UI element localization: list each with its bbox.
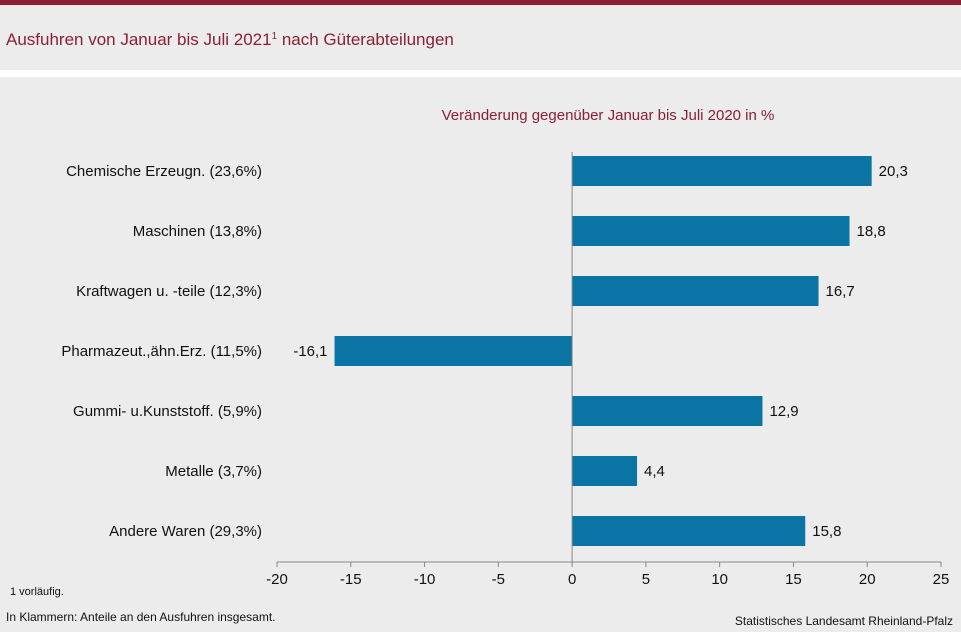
x-tick-label: -10	[414, 571, 436, 588]
header-divider	[0, 70, 961, 77]
value-label: 15,8	[812, 523, 841, 540]
bar	[572, 216, 850, 246]
x-tick-label: 25	[933, 571, 950, 588]
category-label: Kraftwagen u. -teile (12,3%)	[76, 283, 262, 300]
bar	[572, 396, 763, 426]
bar	[572, 156, 872, 186]
x-tick-label: 0	[568, 571, 576, 588]
x-tick-label: 20	[859, 571, 876, 588]
value-label: 18,8	[857, 223, 886, 240]
footnote: 1 vorläufig.	[10, 586, 64, 598]
source-credit: Statistisches Landesamt Rheinland-Pfalz	[734, 614, 953, 628]
x-tick-label: -5	[492, 571, 505, 588]
category-label: Andere Waren (29,3%)	[109, 523, 262, 540]
x-tick-label: -15	[340, 571, 362, 588]
bar	[572, 456, 638, 486]
category-label: Gummi- u.Kunststoff. (5,9%)	[73, 403, 262, 420]
value-label: 16,7	[826, 283, 855, 300]
x-tick-label: -20	[266, 571, 288, 588]
note: In Klammern: Anteile an den Ausfuhren in…	[6, 610, 276, 624]
top-accent-bar	[0, 0, 961, 5]
x-tick-label: 10	[711, 571, 728, 588]
category-label: Pharmazeut.,ähn.Erz. (11,5%)	[61, 343, 262, 360]
value-label: 12,9	[769, 403, 798, 420]
x-tick-label: 15	[785, 571, 802, 588]
bar	[334, 336, 573, 366]
bar	[572, 516, 806, 546]
category-label: Chemische Erzeugn. (23,6%)	[66, 163, 262, 180]
bar	[572, 276, 819, 306]
chart-subtitle: Veränderung gegenüber Januar bis Juli 20…	[442, 107, 775, 124]
x-tick-label: 5	[642, 571, 650, 588]
value-label: -16,1	[293, 343, 327, 360]
value-label: 20,3	[879, 163, 908, 180]
page-title: Ausfuhren von Januar bis Juli 20211 nach…	[6, 30, 454, 49]
category-label: Maschinen (13,8%)	[133, 223, 262, 240]
category-label: Metalle (3,7%)	[165, 463, 262, 480]
value-label: 4,4	[644, 463, 665, 480]
